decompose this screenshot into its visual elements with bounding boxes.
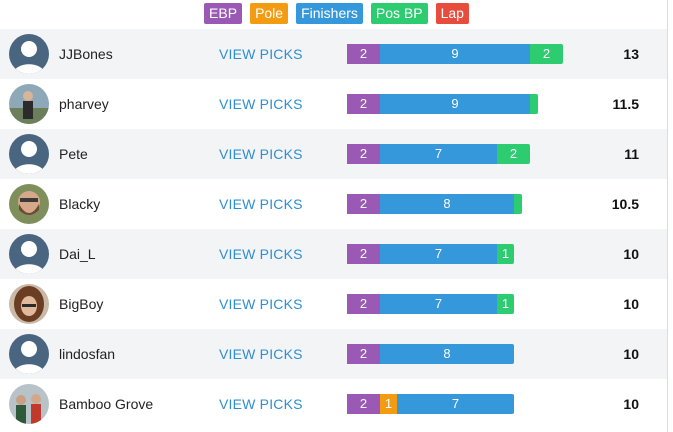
player-name: pharvey	[59, 96, 109, 112]
bar-segment-finishers: 8	[380, 344, 514, 364]
legend-finishers: Finishers	[296, 3, 363, 24]
total-score: 10	[623, 296, 639, 312]
bar-segment-finishers: 7	[380, 294, 497, 314]
bar-segment-ebp: 2	[347, 44, 380, 64]
player-name: lindosfan	[59, 346, 116, 362]
total-score: 10	[623, 346, 639, 362]
bar-segment-ebp: 2	[347, 344, 380, 364]
total-score: 10	[623, 246, 639, 262]
leaderboard-row: Bamboo Grove VIEW PICKS 2 1 7 10	[0, 379, 667, 429]
leaderboard-row: lindosfan VIEW PICKS 2 8 10	[0, 329, 667, 379]
player-name: Bamboo Grove	[59, 396, 154, 412]
bar-segment-ebp: 2	[347, 144, 380, 164]
legend-pos-bp: Pos BP	[370, 3, 428, 24]
avatar	[9, 384, 49, 424]
bar-segment-finishers: 7	[380, 144, 497, 164]
total-score: 10.5	[611, 196, 639, 212]
view-picks-link[interactable]: VIEW PICKS	[219, 146, 303, 162]
bar-segment-finishers: 9	[380, 44, 530, 64]
view-picks-link[interactable]: VIEW PICKS	[219, 46, 303, 62]
avatar	[9, 234, 49, 274]
avatar	[9, 134, 49, 174]
bar-segment-ebp: 2	[347, 394, 380, 414]
bar-segment-finishers: 8	[380, 194, 514, 214]
view-picks-link[interactable]: VIEW PICKS	[219, 246, 303, 262]
leaderboard-row: Blacky VIEW PICKS 2 8 10.5	[0, 179, 667, 229]
leaderboard-list: JJBones VIEW PICKS 2 9 2 13 pharvey VIEW PICKS 2…	[0, 29, 667, 429]
bar-segment-ebp: 2	[347, 294, 380, 314]
avatar	[9, 284, 49, 324]
view-picks-link[interactable]: VIEW PICKS	[219, 96, 303, 112]
points-legend: EBP Pole Finishers Pos BP Lap	[0, 3, 673, 25]
bar-segment-pos-bp: 1	[497, 294, 514, 314]
bar-segment-ebp: 2	[347, 94, 380, 114]
avatar	[9, 34, 49, 74]
total-score: 11.5	[612, 96, 639, 112]
leaderboard-row: Dai_L VIEW PICKS 2 7 1 10	[0, 229, 667, 279]
avatar	[9, 334, 49, 374]
player-name: JJBones	[59, 46, 113, 62]
player-name: Dai_L	[59, 246, 96, 262]
avatar	[9, 184, 49, 224]
view-picks-link[interactable]: VIEW PICKS	[219, 396, 303, 412]
legend-lap: Lap	[435, 3, 469, 24]
scroll-edge-divider	[667, 0, 668, 432]
bar-segment-finishers: 9	[380, 94, 530, 114]
view-picks-link[interactable]: VIEW PICKS	[219, 346, 303, 362]
bar-segment-ebp: 2	[347, 194, 380, 214]
bar-segment-pos-bp	[530, 94, 538, 114]
bar-segment-ebp: 2	[347, 244, 380, 264]
leaderboard-row: JJBones VIEW PICKS 2 9 2 13	[0, 29, 667, 79]
view-picks-link[interactable]: VIEW PICKS	[219, 296, 303, 312]
bar-segment-pos-bp: 2	[497, 144, 530, 164]
leaderboard-row: pharvey VIEW PICKS 2 9 11.5	[0, 79, 667, 129]
player-name: Blacky	[59, 196, 101, 212]
total-score: 13	[623, 46, 639, 62]
bar-segment-pos-bp: 1	[497, 244, 514, 264]
bar-segment-pole: 1	[380, 394, 397, 414]
legend-ebp: EBP	[204, 3, 243, 24]
total-score: 11	[624, 146, 639, 162]
bar-segment-pos-bp	[514, 194, 522, 214]
bar-segment-finishers: 7	[397, 394, 514, 414]
bar-segment-finishers: 7	[380, 244, 497, 264]
legend-pole: Pole	[250, 3, 289, 24]
total-score: 10	[623, 396, 639, 412]
player-name: BigBoy	[59, 296, 104, 312]
avatar	[9, 84, 49, 124]
bar-segment-pos-bp: 2	[530, 44, 563, 64]
player-name: Pete	[59, 146, 88, 162]
leaderboard-row: BigBoy VIEW PICKS 2 7 1 10	[0, 279, 667, 329]
leaderboard-row: Pete VIEW PICKS 2 7 2 11	[0, 129, 667, 179]
view-picks-link[interactable]: VIEW PICKS	[219, 196, 303, 212]
